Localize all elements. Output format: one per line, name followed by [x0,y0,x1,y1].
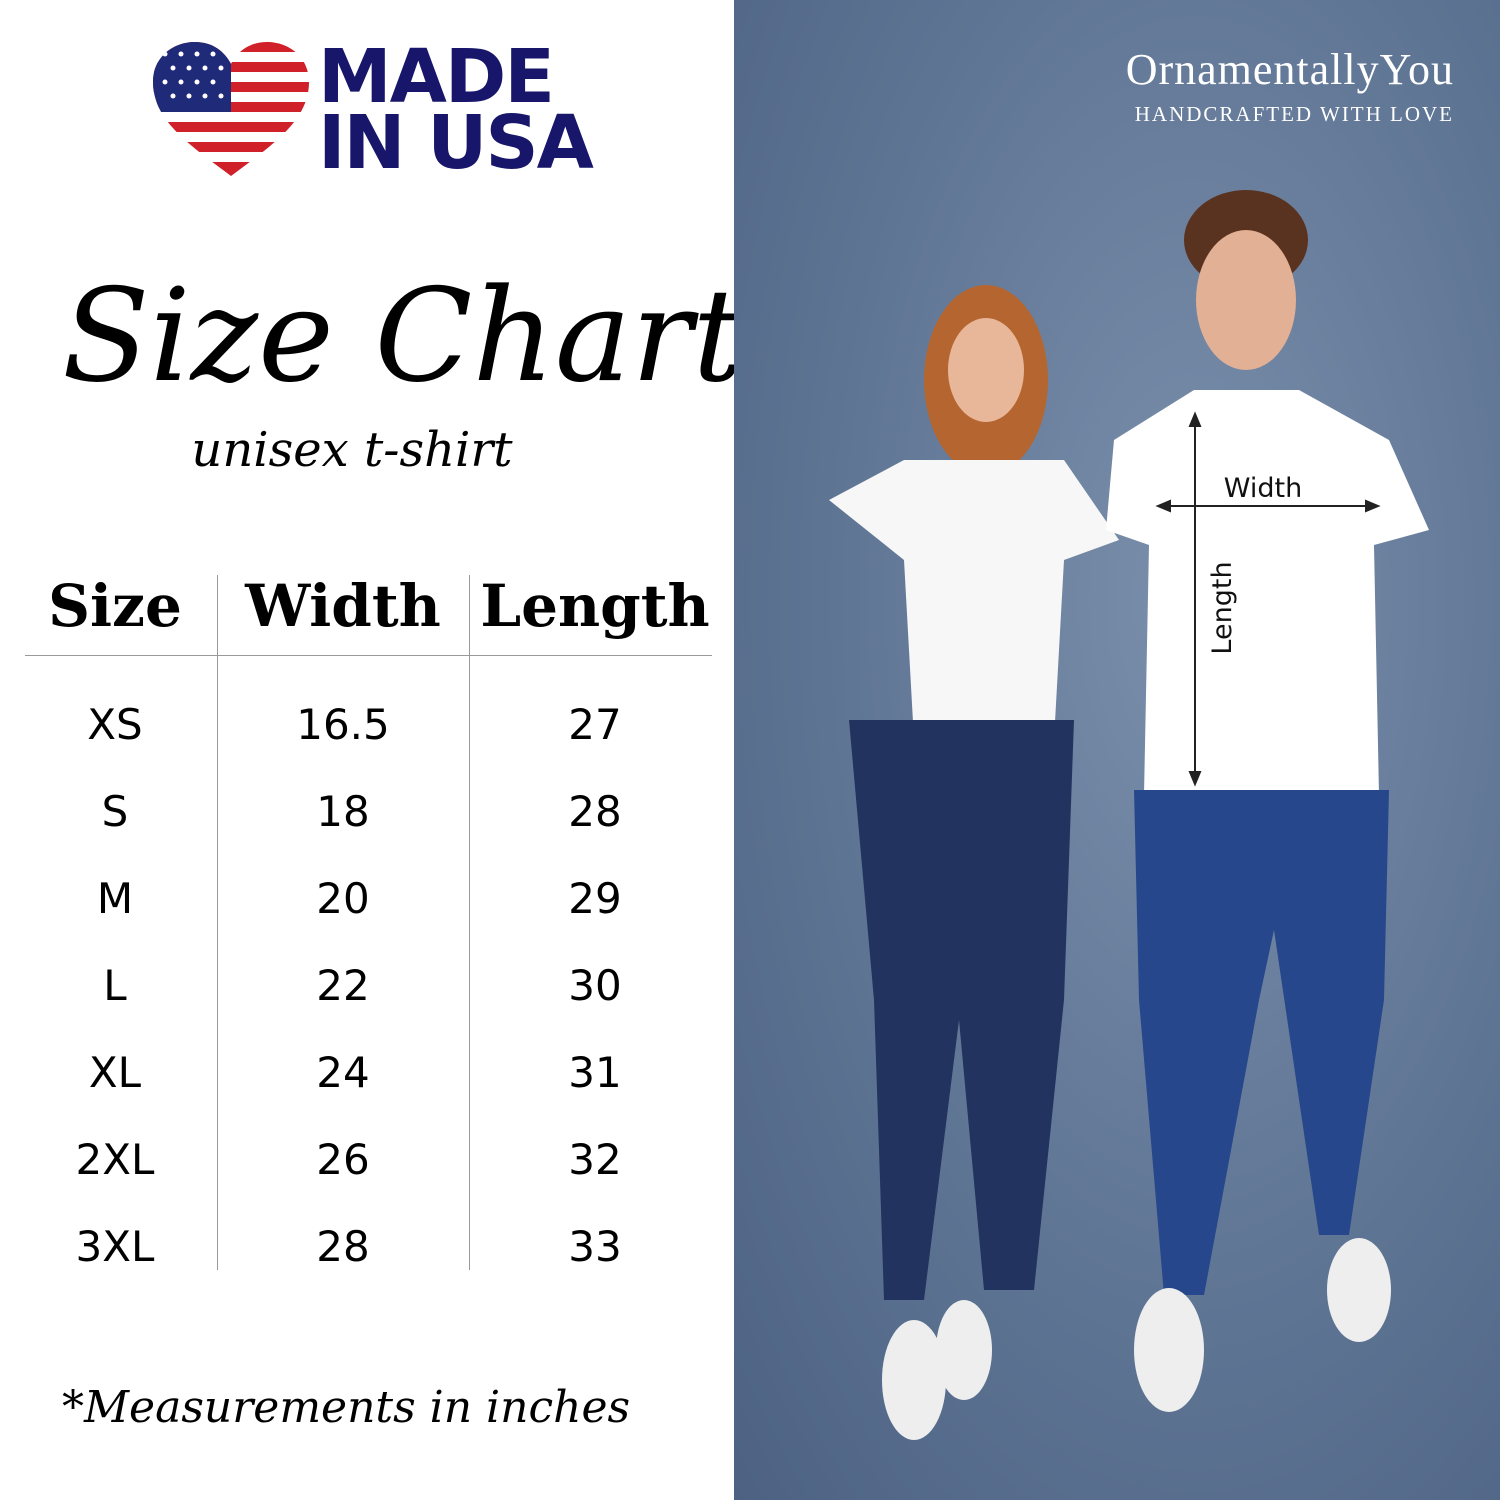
woman-shoe [936,1300,992,1400]
length-cell: 32 [568,1135,622,1184]
width-label: Width [1224,473,1302,504]
header-divider [25,655,712,656]
brand-name: OrnamentallyYou [1125,45,1454,94]
arrow-head [1365,499,1381,513]
people-illustration: Width Length [829,190,1429,1440]
size-chart-panel: MADE IN USA Size Chart unisex t-shirt Si… [0,0,744,1500]
size-cell: L [103,961,127,1010]
column-divider [217,575,218,1270]
size-cell: XL [88,1048,142,1097]
width-cell: 20 [316,874,370,923]
model-photo: OrnamentallyYou HANDCRAFTED WITH LOVE Wi… [734,0,1500,1500]
length-cell: 33 [568,1222,622,1271]
woman-jeans [849,720,1074,1300]
man-shoe [1327,1238,1391,1342]
size-cell: M [96,874,134,923]
page-title: Size Chart [62,262,744,411]
header-size: Size [48,572,182,640]
man-shoe [1134,1288,1204,1412]
man-shirt [1106,390,1429,795]
width-cell: 26 [316,1135,370,1184]
width-cell: 28 [316,1222,370,1271]
size-cell: S [101,787,129,836]
arrow-head [1155,499,1171,513]
length-label: Length [1207,561,1238,654]
size-cell: 3XL [75,1222,155,1271]
woman-shirt [829,460,1119,740]
width-cell: 24 [316,1048,370,1097]
page-subtitle: unisex t-shirt [191,422,513,478]
length-cell: 30 [568,961,622,1010]
column-divider [469,575,470,1270]
logo-line-2: IN USA [318,100,594,186]
header-width: Width [245,572,441,640]
width-cell: 22 [316,961,370,1010]
made-in-usa-logo-text: MADE IN USA [318,34,594,186]
man-face [1196,230,1296,370]
size-cell: 2XL [75,1135,155,1184]
header-length: Length [480,572,710,640]
arrow-head [1188,411,1202,427]
woman-shoe [882,1320,946,1440]
woman-face [948,318,1024,422]
us-flag-heart-icon [153,42,309,176]
logo-line-1: MADE [318,34,555,120]
arrow-head [1188,771,1202,787]
width-cell: 18 [316,787,370,836]
footnote: *Measurements in inches [62,1382,631,1433]
length-cell: 27 [568,700,622,749]
length-cell: 31 [568,1048,622,1097]
man-jeans [1134,790,1389,1295]
width-cell: 16.5 [296,700,390,749]
length-cell: 28 [568,787,622,836]
brand-tagline: HANDCRAFTED WITH LOVE [1134,102,1454,126]
size-cell: XS [87,700,143,749]
length-cell: 29 [568,874,622,923]
